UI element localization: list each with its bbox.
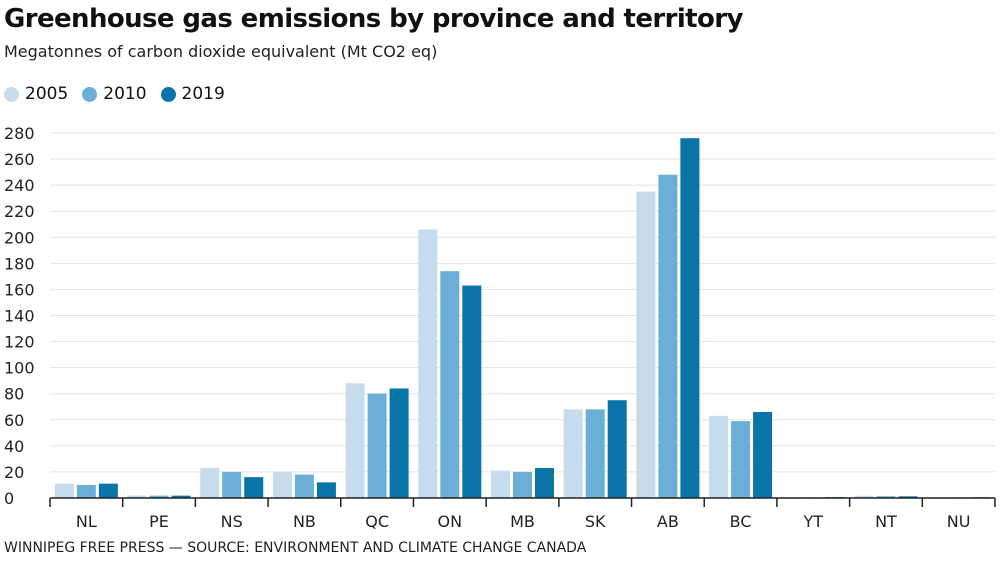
- x-tick-label: NU: [947, 512, 971, 531]
- source-note: WINNIPEG FREE PRESS — SOURCE: ENVIRONMEN…: [4, 540, 587, 556]
- bar-AB-2010: [658, 174, 678, 498]
- bar-NS-2005: [200, 468, 220, 498]
- x-tick-label: ON: [438, 512, 463, 531]
- legend-label: 2005: [25, 84, 69, 104]
- legend-item-2019: 2019: [160, 84, 225, 104]
- bar-PE-2019: [171, 495, 191, 498]
- bar-AB-2005: [636, 191, 656, 499]
- y-tick-label: 280: [4, 124, 35, 143]
- x-tick-label: YT: [802, 512, 823, 531]
- bar-MB-2010: [513, 471, 532, 498]
- x-tick-label: SK: [585, 512, 606, 531]
- y-tick-label: 240: [4, 176, 35, 195]
- bar-QC-2005: [345, 383, 365, 498]
- legend-swatch: [160, 86, 176, 102]
- x-tick-label: NS: [221, 512, 243, 531]
- bar-NL-2005: [54, 483, 74, 498]
- legend-swatch: [82, 86, 98, 102]
- bar-ON-2010: [440, 271, 460, 498]
- y-tick-label: 20: [4, 463, 24, 482]
- bar-ON-2019: [462, 285, 482, 498]
- bar-NS-2019: [244, 477, 264, 498]
- bar-BC-2019: [753, 411, 773, 498]
- bar-PE-2005: [127, 495, 147, 498]
- y-tick-label: 220: [4, 202, 35, 221]
- x-tick-label: PE: [149, 512, 169, 531]
- chart-title: Greenhouse gas emissions by province and…: [4, 4, 743, 34]
- bar-NB-2005: [272, 471, 292, 498]
- x-tick-label: NL: [76, 512, 97, 531]
- legend: 2005 2010 2019: [4, 84, 225, 104]
- y-tick-label: 200: [4, 228, 35, 247]
- x-tick-label: QC: [365, 512, 389, 531]
- y-tick-label: 80: [4, 385, 24, 404]
- bar-SK-2005: [563, 409, 583, 498]
- legend-label: 2010: [103, 84, 147, 104]
- bar-SK-2019: [607, 400, 627, 498]
- bar-NS-2010: [222, 471, 242, 498]
- y-tick-label: 160: [4, 280, 35, 299]
- bar-NT-2005: [854, 495, 874, 498]
- bar-SK-2010: [585, 409, 605, 498]
- bar-NL-2019: [98, 483, 118, 498]
- bar-PE-2010: [149, 495, 169, 498]
- y-tick-label: 140: [4, 307, 35, 326]
- bar-NT-2019: [898, 496, 918, 498]
- chart-subtitle: Megatonnes of carbon dioxide equivalent …: [4, 42, 438, 61]
- y-tick-label: 120: [4, 333, 35, 352]
- x-tick-label: MB: [510, 512, 535, 531]
- legend-item-2010: 2010: [82, 84, 147, 104]
- x-tick-label: NT: [875, 512, 897, 531]
- y-tick-label: 60: [4, 411, 24, 430]
- bar-MB-2005: [491, 470, 510, 498]
- x-tick-label: BC: [730, 512, 752, 531]
- x-tick-label: NB: [293, 512, 316, 531]
- bar-QC-2010: [367, 393, 387, 498]
- bar-AB-2019: [680, 138, 700, 498]
- bar-MB-2019: [535, 468, 554, 498]
- y-tick-label: 260: [4, 150, 35, 169]
- y-tick-label: 40: [4, 437, 24, 456]
- x-tick-label: AB: [657, 512, 679, 531]
- legend-label: 2019: [181, 84, 225, 104]
- bar-BC-2005: [709, 415, 729, 498]
- bar-ON-2005: [418, 229, 438, 498]
- y-tick-label: 0: [4, 489, 14, 508]
- bar-NB-2010: [294, 474, 314, 498]
- legend-swatch: [4, 86, 19, 102]
- y-tick-label: 100: [4, 359, 35, 378]
- bar-QC-2019: [389, 388, 409, 498]
- y-tick-label: 180: [4, 254, 35, 273]
- legend-item-2005: 2005: [4, 84, 68, 104]
- bar-BC-2010: [731, 421, 751, 498]
- bar-NB-2019: [316, 482, 336, 498]
- bar-NT-2010: [876, 496, 896, 498]
- bar-NL-2010: [76, 484, 96, 498]
